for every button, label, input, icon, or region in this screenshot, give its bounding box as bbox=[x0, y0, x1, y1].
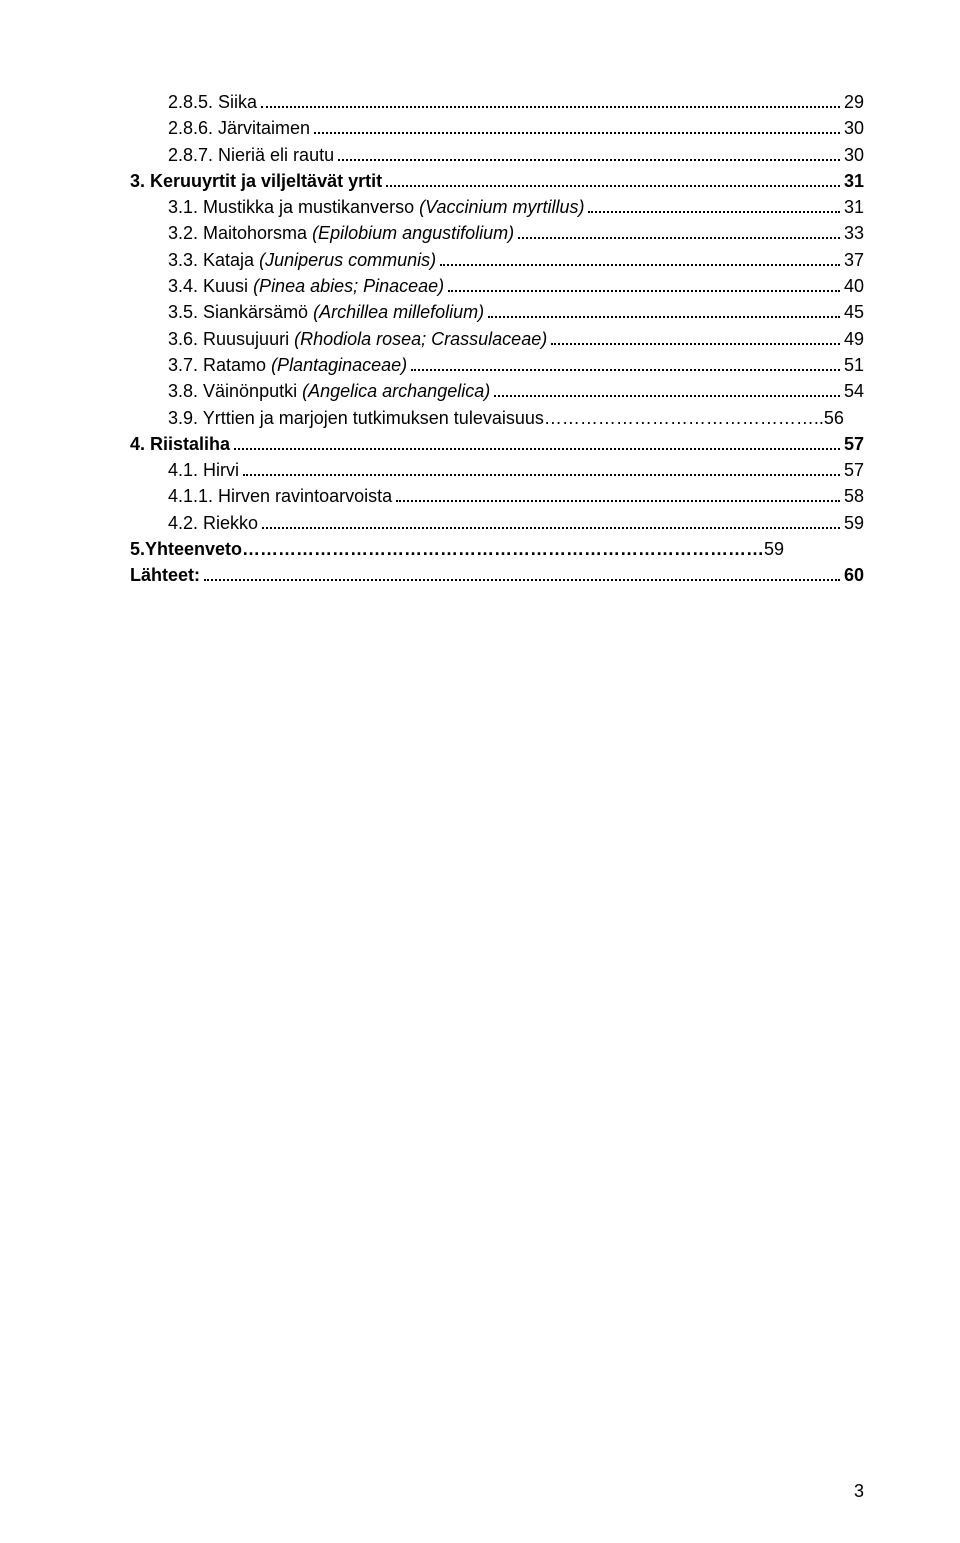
toc-entry-label: 3.8. Väinönputki (Angelica archangelica) bbox=[168, 379, 490, 403]
toc-entry-label: 3.3. Kataja (Juniperus communis) bbox=[168, 248, 436, 272]
toc-entry: 4.1.1. Hirven ravintoarvoista 58 bbox=[168, 484, 864, 508]
toc-entry-label: 2.8.6. Järvitaimen bbox=[168, 116, 310, 140]
toc-entry-page: 57 bbox=[844, 432, 864, 456]
toc-entry-label: 3.5. Siankärsämö (Archillea millefolium) bbox=[168, 300, 484, 324]
toc-leader bbox=[314, 118, 840, 134]
toc-entry-label: 3.6. Ruusujuuri (Rhodiola rosea; Crassul… bbox=[168, 327, 547, 351]
toc-entry: 3.9. Yrttien ja marjojen tutkimuksen tul… bbox=[168, 406, 864, 430]
toc-entry-label: 5.Yhteenveto…………………………………………………………………………… bbox=[130, 537, 764, 561]
toc-entry-label: 3.9. Yrttien ja marjojen tutkimuksen tul… bbox=[168, 406, 814, 430]
toc-entry-label: 4.2. Riekko bbox=[168, 511, 258, 535]
toc-leader bbox=[440, 249, 840, 265]
toc-leader bbox=[261, 92, 840, 108]
document-page: 2.8.5. Siika292.8.6. Järvitaimen302.8.7.… bbox=[0, 0, 960, 1543]
toc-entry-page: 58 bbox=[844, 484, 864, 508]
toc-leader bbox=[396, 486, 840, 502]
toc-entry: 2.8.6. Järvitaimen 30 bbox=[168, 116, 864, 140]
toc-entry-page: 54 bbox=[844, 379, 864, 403]
toc-entry-page: 31 bbox=[844, 195, 864, 219]
toc-entry-label: 4.1.1. Hirven ravintoarvoista bbox=[168, 484, 392, 508]
toc-entry: 3.7. Ratamo (Plantaginaceae) 51 bbox=[168, 353, 864, 377]
toc-leader bbox=[386, 171, 840, 187]
toc-entry-page: 37 bbox=[844, 248, 864, 272]
toc-entry-page: 51 bbox=[844, 353, 864, 377]
toc-leader bbox=[588, 197, 840, 213]
toc-leader bbox=[262, 512, 840, 528]
toc-entry-page: 30 bbox=[844, 116, 864, 140]
toc-entry-page: 59 bbox=[844, 511, 864, 535]
toc-leader bbox=[488, 302, 840, 318]
toc-entry: 3.8. Väinönputki (Angelica archangelica)… bbox=[168, 379, 864, 403]
toc-entry-page: 57 bbox=[844, 458, 864, 482]
toc-entry-page: 59 bbox=[764, 537, 784, 561]
toc-entry-page: 40 bbox=[844, 274, 864, 298]
toc-entry-label: 2.8.5. Siika bbox=[168, 90, 257, 114]
toc-entry-page: 31 bbox=[844, 169, 864, 193]
toc-leader bbox=[338, 144, 840, 160]
toc-entry: 2.8.5. Siika 29 bbox=[168, 90, 864, 114]
toc-entry: 3.4. Kuusi (Pinea abies; Pinaceae) 40 bbox=[168, 274, 864, 298]
toc-entry: 4.2. Riekko 59 bbox=[168, 511, 864, 535]
toc-entry: 3.3. Kataja (Juniperus communis) 37 bbox=[168, 248, 864, 272]
toc-entry-label: 3.1. Mustikka ja mustikanverso (Vacciniu… bbox=[168, 195, 584, 219]
toc-leader bbox=[494, 381, 840, 397]
toc-entry: 4. Riistaliha 57 bbox=[130, 432, 864, 456]
page-number: 3 bbox=[854, 1479, 864, 1503]
toc-leader bbox=[411, 355, 840, 371]
toc-entry: 5.Yhteenveto…………………………………………………………………………… bbox=[130, 537, 864, 561]
toc-entry-page: 33 bbox=[844, 221, 864, 245]
toc-entry-page: ..56 bbox=[814, 406, 844, 430]
toc-leader bbox=[234, 433, 840, 449]
toc-leader bbox=[551, 328, 840, 344]
toc-entry-label: 3.7. Ratamo (Plantaginaceae) bbox=[168, 353, 407, 377]
toc-leader bbox=[448, 276, 840, 292]
toc-entry: Lähteet: 60 bbox=[130, 563, 864, 587]
toc-entry-label: Lähteet: bbox=[130, 563, 200, 587]
toc-leader bbox=[204, 565, 840, 581]
toc-entry-label: 2.8.7. Nieriä eli rautu bbox=[168, 143, 334, 167]
toc-entry-label: 3. Keruuyrtit ja viljeltävät yrtit bbox=[130, 169, 382, 193]
toc-entry: 3.1. Mustikka ja mustikanverso (Vacciniu… bbox=[168, 195, 864, 219]
toc-entry-page: 60 bbox=[844, 563, 864, 587]
toc-leader bbox=[243, 460, 840, 476]
toc-leader bbox=[518, 223, 840, 239]
toc-entry-label: 3.2. Maitohorsma (Epilobium angustifoliu… bbox=[168, 221, 514, 245]
toc-entry: 3.6. Ruusujuuri (Rhodiola rosea; Crassul… bbox=[168, 327, 864, 351]
toc-entry: 3. Keruuyrtit ja viljeltävät yrtit 31 bbox=[130, 169, 864, 193]
toc-entry-page: 45 bbox=[844, 300, 864, 324]
toc-entry: 4.1. Hirvi 57 bbox=[168, 458, 864, 482]
table-of-contents: 2.8.5. Siika292.8.6. Järvitaimen302.8.7.… bbox=[130, 90, 864, 588]
toc-entry-label: 4.1. Hirvi bbox=[168, 458, 239, 482]
toc-entry: 3.5. Siankärsämö (Archillea millefolium)… bbox=[168, 300, 864, 324]
toc-entry: 3.2. Maitohorsma (Epilobium angustifoliu… bbox=[168, 221, 864, 245]
toc-entry-label: 4. Riistaliha bbox=[130, 432, 230, 456]
toc-entry-label: 3.4. Kuusi (Pinea abies; Pinaceae) bbox=[168, 274, 444, 298]
toc-entry-page: 29 bbox=[844, 90, 864, 114]
toc-entry: 2.8.7. Nieriä eli rautu 30 bbox=[168, 143, 864, 167]
toc-entry-page: 49 bbox=[844, 327, 864, 351]
toc-entry-page: 30 bbox=[844, 143, 864, 167]
